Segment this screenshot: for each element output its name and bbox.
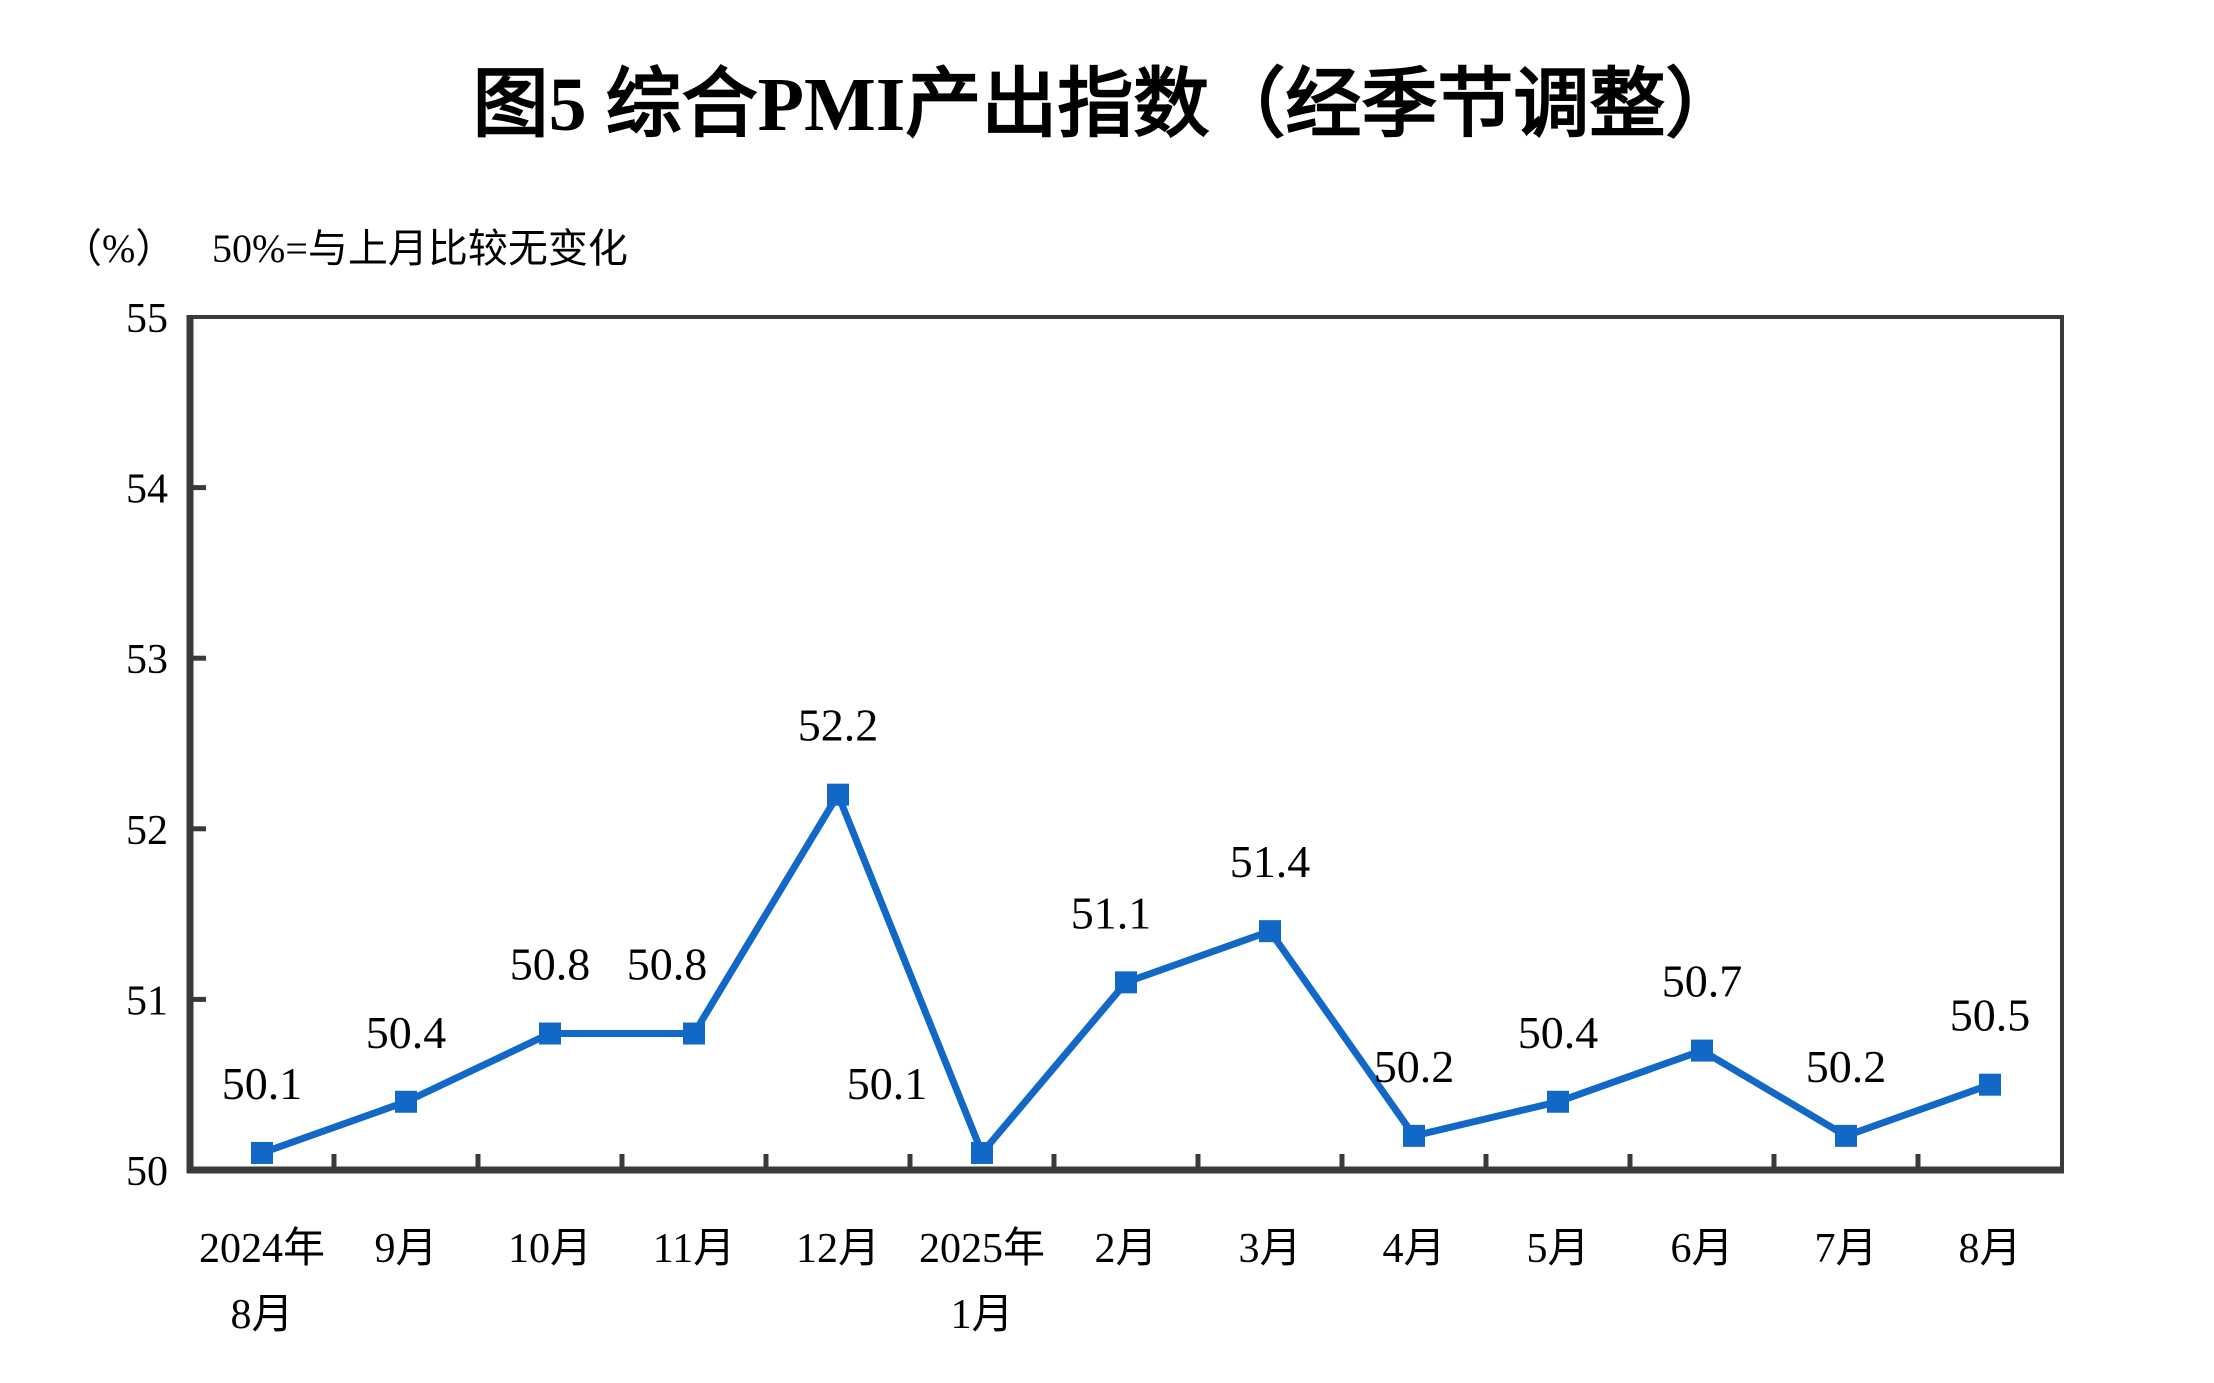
y-axis-label: 54 (126, 467, 168, 513)
reference-note: 50%=与上月比较无变化 (212, 226, 628, 271)
data-point-marker (683, 1022, 705, 1045)
data-point-label: 51.1 (1071, 887, 1152, 938)
plot-area: 50 51 52 53 54 55 2024年 8月 9月 10月 11月 12月 2025年 1月 2月 3… (126, 296, 2064, 1338)
data-point-label: 50.1 (222, 1058, 303, 1109)
data-point-marker (395, 1090, 417, 1113)
data-point-label: 50.2 (1806, 1041, 1887, 1092)
data-point-marker (251, 1141, 273, 1164)
data-point-marker (1979, 1073, 2001, 1096)
x-axis-label: 8月 (1958, 1226, 2021, 1272)
data-point-label: 50.4 (366, 1007, 447, 1058)
data-point-marker (1259, 920, 1281, 943)
data-point-marker (971, 1141, 993, 1164)
data-point-label: 50.7 (1662, 956, 1743, 1007)
x-axis-label: 3月 (1238, 1226, 1301, 1272)
x-axis-label: 2024年 (199, 1225, 325, 1272)
x-axis-label: 7月 (1814, 1226, 1877, 1272)
x-axis-label: 2025年 (919, 1225, 1045, 1272)
data-point-marker (827, 783, 849, 806)
x-axis-label: 5月 (1526, 1226, 1589, 1272)
data-point-label: 50.4 (1518, 1007, 1599, 1058)
data-point-label: 51.4 (1230, 836, 1311, 887)
data-point-marker (539, 1022, 561, 1045)
x-axis-label: 9月 (374, 1226, 437, 1272)
x-axis-label: 4月 (1382, 1226, 1445, 1272)
y-axis-label: 50 (126, 1149, 168, 1195)
data-point-label: 50.2 (1374, 1041, 1455, 1092)
data-point-label: 52.2 (798, 700, 879, 751)
data-point-label: 50.8 (510, 939, 591, 990)
y-axis-label: 55 (126, 296, 168, 342)
y-axis-label: 51 (126, 978, 168, 1024)
x-axis-label: 2月 (1094, 1226, 1157, 1272)
x-axis-label: 6月 (1670, 1226, 1733, 1272)
y-axis-unit-label: （%） (62, 226, 175, 271)
data-point-marker (1403, 1124, 1425, 1147)
y-axis-label: 52 (126, 808, 168, 854)
x-axis-label: 1月 (950, 1292, 1013, 1338)
data-point-marker (1547, 1090, 1569, 1113)
x-axis-label: 8月 (230, 1292, 293, 1338)
data-point-label: 50.1 (847, 1058, 928, 1109)
y-axis-label: 53 (126, 637, 168, 683)
chart-title: 图5 综合PMI产出指数（经季节调整） (473, 63, 1742, 147)
data-point-label: 50.8 (627, 939, 708, 990)
x-axis-label: 12月 (796, 1226, 880, 1272)
data-point-marker (1835, 1124, 1857, 1147)
x-axis-label: 10月 (508, 1226, 592, 1272)
data-point-marker (1691, 1039, 1713, 1062)
x-axis-label: 11月 (653, 1226, 735, 1272)
data-point-marker (1115, 971, 1137, 994)
data-point-label: 50.5 (1950, 990, 2031, 1041)
plot-border (188, 315, 2064, 1172)
